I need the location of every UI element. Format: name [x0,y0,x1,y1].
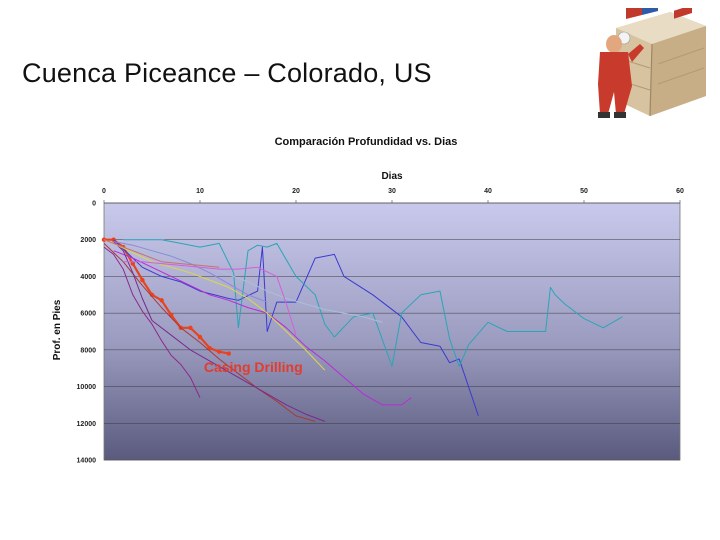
series-group [101,237,623,422]
data-point [140,277,145,283]
chart-title: Comparación Profundidad vs. Dias [275,136,458,148]
data-point [197,334,203,340]
x-tick-label: 10 [196,188,204,195]
y-tick-label: 14000 [77,458,97,465]
y-tick-label: 12000 [77,421,97,428]
series-line-10 [113,241,268,303]
data-point [226,351,231,356]
x-tick-label: 50 [580,188,588,195]
series-line-7 [113,241,325,422]
casing-drilling-annotation: Casing Drilling [204,359,303,375]
data-point [207,345,212,351]
y-tick-label: 2000 [80,237,96,244]
axis-ticks: 0 10 20 30 40 50 60 0 2000 4000 6000 8000 10000 12000… [77,188,684,465]
series-line-2 [113,239,479,417]
x-tick-label: 40 [484,188,492,195]
series-line-8 [103,239,326,371]
series-line-12 [123,261,297,336]
y-axis-label: Prof. en Pies [52,299,63,360]
y-tick-label: 6000 [80,311,96,318]
plot-area [103,202,681,461]
x-axis-label: Dias [381,171,403,182]
data-point [159,298,164,303]
data-point [217,349,222,354]
data-point [130,261,135,266]
series-line-5 [103,246,201,398]
worker-crate-icon [598,8,706,118]
y-tick-label: 8000 [80,347,96,354]
slide-title: Cuenca Piceance – Colorado, US [22,58,432,88]
series-line-3 [123,239,623,367]
series-line-6 [103,243,316,422]
y-tick-label: 0 [92,201,96,208]
y-tick-label: 10000 [77,384,97,391]
series-line-9 [113,242,383,323]
data-point [188,325,193,331]
series-line-11 [103,239,220,268]
x-tick-label: 20 [292,188,300,195]
x-tick-label: 30 [388,188,396,195]
y-tick-label: 4000 [80,274,96,281]
x-tick-label: 60 [676,188,684,195]
x-tick-label: 0 [102,188,106,195]
